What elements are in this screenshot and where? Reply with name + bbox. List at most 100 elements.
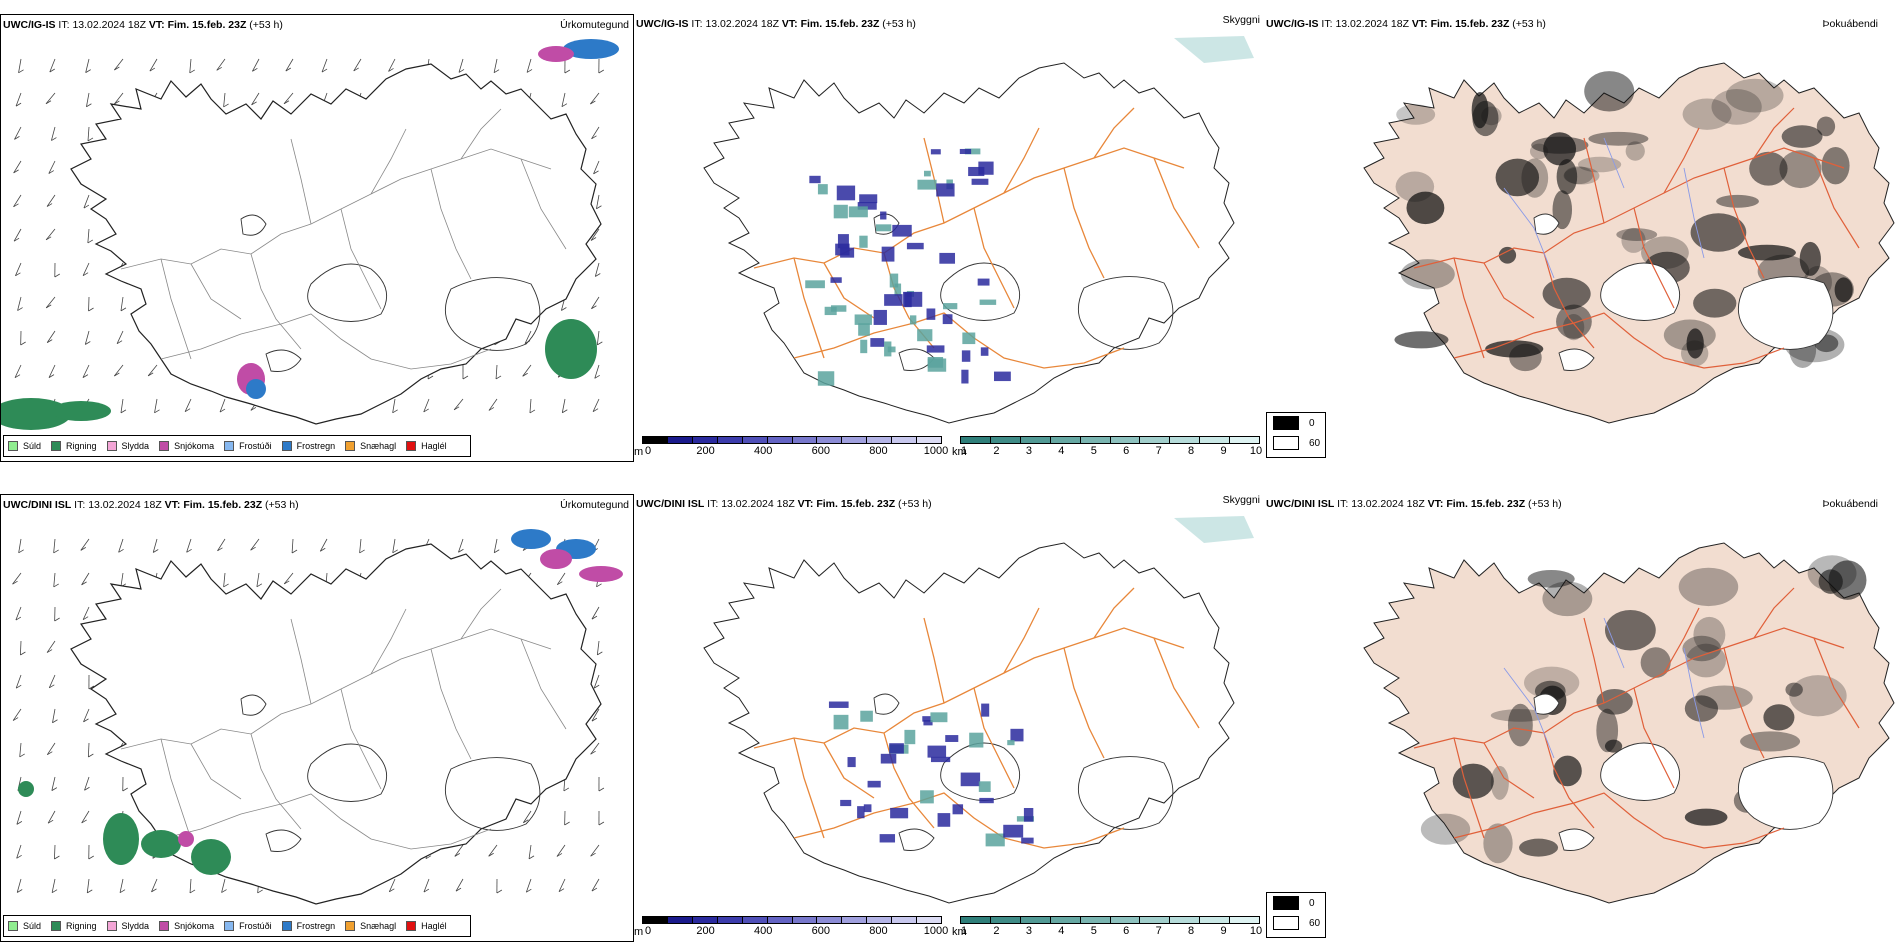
precip-type-map-top: UWC/IG-IS IT: 13.02.2024 18Z VT: Fim. 15… — [0, 14, 634, 462]
wind-barb-flag — [51, 889, 58, 894]
low-visibility-cell — [837, 234, 849, 249]
colorbar-tick-label: 0 — [644, 445, 652, 457]
wind-barb — [53, 572, 56, 587]
wind-barb — [596, 194, 600, 209]
fog-legend: 0 60 — [1266, 892, 1326, 938]
glacier-outline — [307, 263, 388, 322]
low-visibility-cell — [981, 703, 990, 717]
precip-area — [563, 39, 619, 59]
wind-barb — [591, 878, 600, 892]
wind-barb-flag — [216, 66, 222, 71]
wind-barb-flag — [122, 787, 128, 792]
legend-label: Frostúði — [239, 441, 272, 451]
road-line — [190, 263, 242, 320]
map-canvas — [12, 529, 623, 905]
fog-legend: 0 60 — [1266, 412, 1326, 458]
wind-barb — [283, 92, 294, 104]
wind-barb — [14, 364, 22, 378]
low-visibility-cell — [909, 315, 917, 325]
wind-barb — [120, 296, 124, 311]
low-visibility-cell — [926, 345, 945, 353]
wind-barb-flag — [557, 581, 563, 586]
colorbar-tick-label: 10 — [1249, 445, 1263, 457]
wind-barb — [223, 572, 226, 587]
low-visibility-cell — [979, 797, 994, 804]
wind-barb — [15, 606, 22, 621]
precip-legend: Súld Rigning Slydda Snjókoma Frostúði Frostre… — [3, 915, 471, 937]
road-line — [520, 638, 567, 730]
fog-index-area — [1396, 104, 1436, 125]
wind-barb — [114, 92, 124, 105]
fog-index-area — [1563, 314, 1585, 341]
wind-barb — [12, 572, 22, 585]
legend-item: Rigning — [51, 441, 97, 451]
legend-swatch — [281, 921, 292, 931]
road-line — [1453, 737, 1485, 839]
wind-barb-flag — [591, 135, 597, 140]
iceland-land — [1363, 542, 1895, 904]
map-layer — [703, 36, 1254, 424]
legend-swatch — [281, 441, 292, 451]
colorbar-tick-label: 10 — [1249, 925, 1263, 937]
precip-area — [246, 379, 266, 399]
wind-barb — [87, 742, 90, 758]
iceland-coastline — [70, 63, 602, 425]
wind-barb-flag — [454, 853, 461, 857]
colorbar-cell — [717, 437, 743, 443]
wind-barb-flag — [116, 340, 123, 345]
wind-barb — [423, 398, 430, 413]
wind-barb — [359, 538, 362, 553]
colorbar-cell — [742, 917, 768, 923]
wind-barb-flag — [54, 273, 61, 278]
wind-barb — [48, 674, 56, 688]
colorbar-cell — [867, 437, 893, 443]
panel-header: UWC/DINI ISL IT: 13.02.2024 18Z VT: Fim.… — [636, 494, 1260, 510]
wind-barb — [590, 228, 600, 241]
wind-barb-flag — [184, 408, 191, 413]
fog-legend-swatch — [1273, 416, 1299, 430]
wind-barb — [12, 708, 22, 721]
low-visibility-cell — [927, 745, 947, 758]
fog-legend-label: 60 — [1309, 437, 1321, 449]
vis-km-colorbar: km 1 2 3 4 5 6 7 8 9 10 — [952, 916, 1263, 942]
fog-index-area — [1763, 704, 1795, 731]
wind-barb — [592, 398, 600, 412]
wind-barb — [16, 810, 22, 825]
map-canvas — [703, 36, 1254, 424]
wind-barb — [561, 92, 566, 107]
map-canvas — [1363, 62, 1895, 424]
road-line — [340, 208, 382, 310]
model-name: UWC/IG-IS — [1266, 18, 1319, 30]
lead-time: (+53 h) — [882, 18, 916, 30]
colorbar-cell — [1230, 437, 1260, 443]
panel-header: UWC/IG-IS IT: 13.02.2024 18Z VT: Fim. 15… — [3, 19, 629, 31]
lead-time: (+53 h) — [1512, 18, 1546, 30]
legend-swatch — [8, 441, 18, 451]
wind-barb-flag — [17, 889, 23, 893]
colorbar-cell — [792, 917, 818, 923]
road-line — [1663, 607, 1700, 674]
wind-barb-flag — [561, 307, 567, 311]
wind-barb — [18, 58, 22, 73]
wind-barb — [454, 844, 464, 857]
wind-barb — [119, 878, 124, 893]
init-time: 13.02.2024 18Z — [721, 498, 795, 510]
river-line — [1603, 137, 1625, 189]
wind-barb-flag — [82, 374, 89, 378]
wind-barb — [184, 398, 192, 412]
road-line — [460, 108, 502, 160]
river-line — [1503, 667, 1555, 759]
vis-m-colorbar: m 0 200 400 600 800 1000 — [634, 916, 948, 942]
wind-barb — [590, 742, 600, 755]
colorbar-boxes — [642, 916, 942, 924]
low-visibility-cell — [961, 350, 971, 362]
legend-swatch — [406, 441, 417, 451]
glacier-outline — [444, 757, 541, 831]
low-visibility-cell — [879, 834, 896, 843]
colorbar-cell — [892, 437, 918, 443]
lead-time: (+53 h) — [1528, 498, 1562, 510]
valid-time: Fim. 15.feb. 23Z — [1430, 18, 1510, 30]
road-line — [1003, 607, 1040, 674]
wind-barb — [46, 742, 56, 755]
field-label: Þokuábendi — [1822, 18, 1878, 30]
